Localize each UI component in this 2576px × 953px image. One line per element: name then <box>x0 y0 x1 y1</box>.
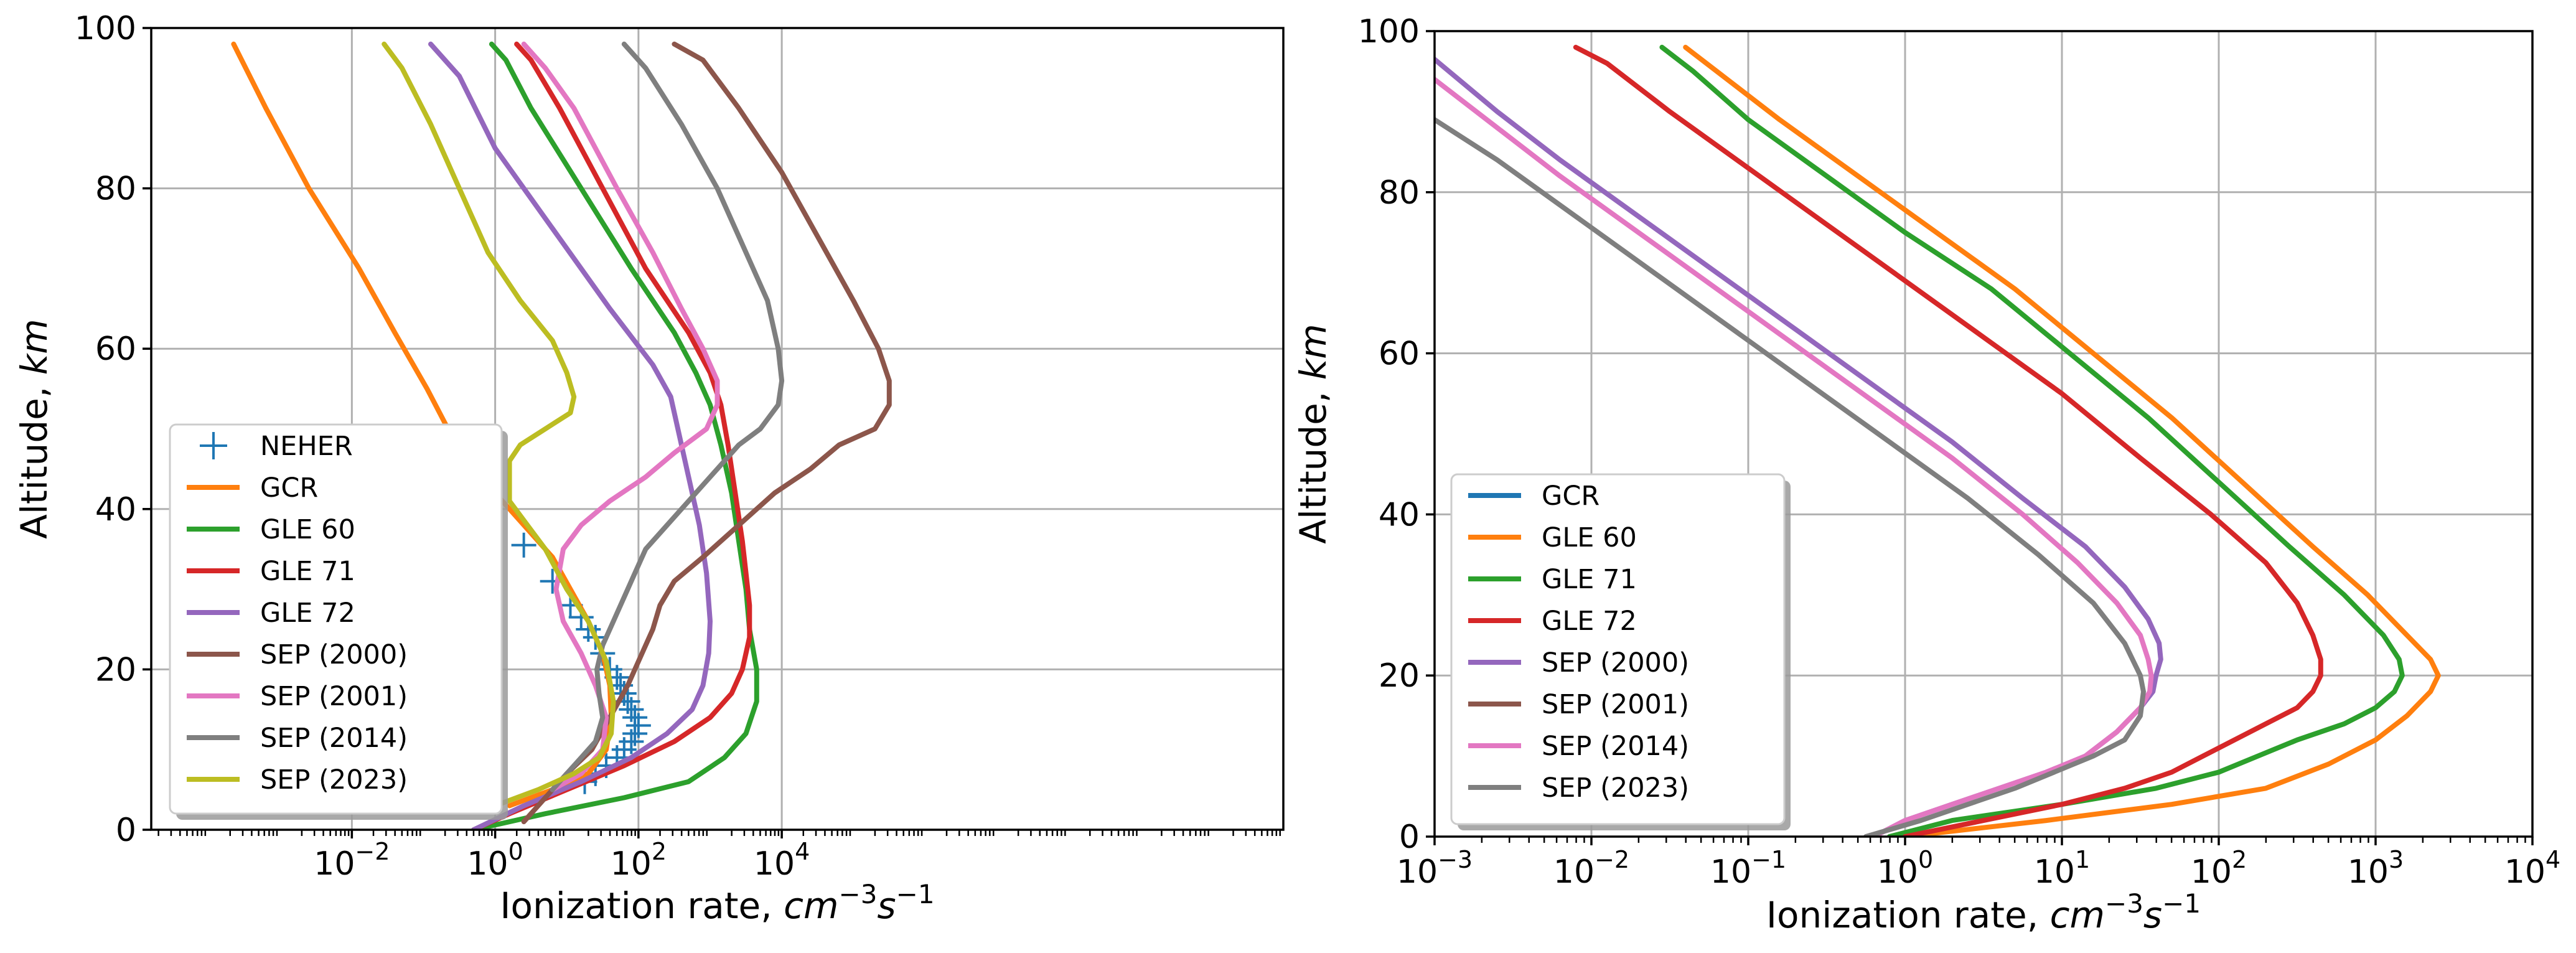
series-sep-2023-line <box>382 41 616 809</box>
legend-label-gle-72: GLE 72 <box>1542 606 1637 637</box>
y-tick-label: 20 <box>1379 657 1420 695</box>
series-gle-72-line <box>1573 44 2323 837</box>
plot-frame <box>1433 30 2534 838</box>
legend-label-sep-2023: SEP (2023) <box>260 764 408 796</box>
series-gle-60-line <box>1683 44 2441 837</box>
x-tick-label: 10−1 <box>1710 846 1786 891</box>
right-chart-panel: 0 20 40 60 80 100 10−3 10−2 10−1 100 101 102 103 104 A… <box>1292 13 2560 936</box>
x-tick-label: 102 <box>611 838 667 883</box>
series-gle-71-line <box>1659 44 2405 837</box>
series-sep-2014-line <box>1435 77 2154 837</box>
left-chart-panel: 0 20 40 60 80 100 10−2 100 102 104 Altitude, km Ion… <box>13 10 1285 927</box>
legend-label-gle-71: GLE 71 <box>1542 564 1637 595</box>
x-tick-label: 100 <box>1877 846 1933 891</box>
legend-label-gle-71: GLE 71 <box>260 556 355 587</box>
legend-handle-neher <box>200 432 227 459</box>
x-tick-label: 102 <box>2191 846 2247 891</box>
legend-label-gle-60: GLE 60 <box>260 514 355 545</box>
series-sep-2014-line <box>550 41 785 792</box>
legend-label-gcr: GCR <box>260 472 318 504</box>
y-tick-label: 40 <box>95 491 136 528</box>
x-tick-label: 103 <box>2348 846 2404 891</box>
x-tick-label: 10−2 <box>314 838 390 883</box>
x-tick-label: 104 <box>2504 846 2560 891</box>
y-tick-label: 100 <box>1358 13 1420 50</box>
legend-label-sep-2000: SEP (2000) <box>260 639 408 670</box>
x-tick-label: 101 <box>2034 846 2090 891</box>
series-sep-2023-line <box>1435 117 2146 837</box>
x-axis-label: Ionization rate, cm−3s−1 <box>500 879 934 927</box>
y-tick-label: 40 <box>1379 496 1420 533</box>
y-tick-label: 0 <box>1399 819 1420 856</box>
x-tick-label: 104 <box>754 838 810 883</box>
plot-frame <box>150 27 1285 831</box>
legend-label-gcr: GCR <box>1542 481 1599 512</box>
legend-label-neher: NEHER <box>260 431 353 462</box>
series-sep-2000-line <box>521 41 892 825</box>
legend-label-sep-2000: SEP (2000) <box>1542 647 1689 678</box>
series-gle-60-line <box>471 41 759 830</box>
y-tick-label: 80 <box>1379 174 1420 212</box>
y-axis-label: Altitude, km <box>13 319 55 539</box>
x-tick-label: 10−2 <box>1553 846 1629 891</box>
y-tick-label: 60 <box>1379 336 1420 373</box>
legend-label-sep-2001: SEP (2001) <box>1542 689 1689 720</box>
series-neher-marker <box>511 532 536 558</box>
legend-label-gle-60: GLE 60 <box>1542 522 1637 553</box>
legend-label-sep-2014: SEP (2014) <box>1542 731 1689 762</box>
x-tick-label: 100 <box>467 838 523 883</box>
legend: NEHER GCR GLE 60 GLE 71 GLE 72 SEP (2000) SEP … <box>169 423 508 820</box>
legend-label-gle-72: GLE 72 <box>260 598 355 629</box>
legend-label-sep-2023: SEP (2023) <box>1542 772 1689 804</box>
y-tick-label: 20 <box>95 651 136 688</box>
y-tick-label: 100 <box>75 10 136 47</box>
x-tick-label: 10−3 <box>1397 846 1473 891</box>
y-tick-label: 80 <box>95 171 136 208</box>
series-gle-72-line <box>428 41 713 830</box>
series-gle-71-line <box>471 41 752 830</box>
legend-label-sep-2014: SEP (2014) <box>260 723 408 754</box>
legend-label-sep-2001: SEP (2001) <box>260 681 408 712</box>
x-axis-label: Ionization rate, cm−3s−1 <box>1766 888 2201 936</box>
y-axis-label: Altitude, km <box>1292 324 1334 544</box>
y-tick-label: 60 <box>95 331 136 368</box>
y-tick-label: 0 <box>116 812 136 849</box>
legend: GCR GLE 60 GLE 71 GLE 72 SEP (2000) SEP (2001… <box>1450 473 1791 830</box>
